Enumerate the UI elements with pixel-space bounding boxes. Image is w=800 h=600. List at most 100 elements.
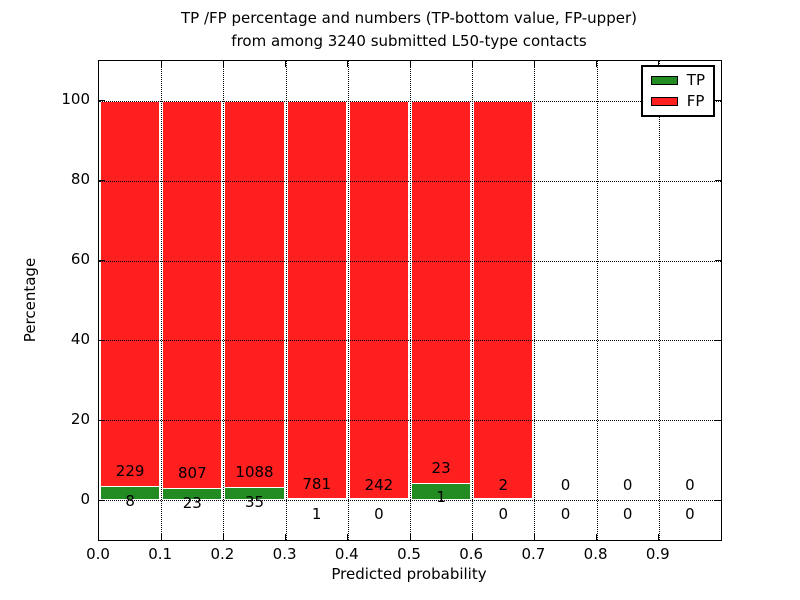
x-tick-mark <box>471 61 473 67</box>
fp-count-label: 2 <box>498 475 509 494</box>
y-tick-mark <box>715 419 721 421</box>
tp-count-label: 8 <box>125 491 135 510</box>
x-tick-mark <box>409 534 411 540</box>
fp-count-label: 23 <box>431 458 451 477</box>
x-tick-label: 0.5 <box>397 545 421 563</box>
bar-group <box>162 100 223 501</box>
x-tick-mark <box>471 534 473 540</box>
tp-count-label: 0 <box>374 505 384 524</box>
fp-count-label: 0 <box>560 475 571 494</box>
gridline-vertical <box>534 61 536 540</box>
gridline-vertical <box>223 61 225 540</box>
fp-count-label: 229 <box>115 462 145 481</box>
x-tick-mark <box>160 534 162 540</box>
tp-bar-segment <box>474 498 533 500</box>
bar-group <box>473 100 534 501</box>
bar-group <box>100 100 161 501</box>
x-tick-label: 0.4 <box>334 545 359 563</box>
fp-count-label: 0 <box>685 475 695 494</box>
x-tick-label: 0.8 <box>583 545 608 563</box>
y-tick-mark <box>99 180 105 182</box>
x-tick-label: 0.7 <box>521 545 546 563</box>
gridline-vertical <box>285 61 287 540</box>
fp-count-label: 1088 <box>235 463 274 482</box>
x-tick-mark <box>160 61 162 67</box>
tp-bar-segment <box>225 486 284 500</box>
x-axis-label: Predicted probability <box>331 565 487 583</box>
x-tick-mark <box>409 61 411 67</box>
gridline-vertical <box>596 61 598 540</box>
x-tick-mark <box>285 61 287 67</box>
y-tick-label: 0 <box>80 489 90 508</box>
x-tick-label: 0.6 <box>459 545 484 563</box>
x-tick-mark <box>658 534 660 540</box>
bar-group <box>348 100 409 501</box>
y-tick-mark <box>715 499 721 501</box>
y-tick-label: 80 <box>70 170 90 189</box>
y-tick-label: 100 <box>61 90 90 109</box>
y-tick-mark <box>99 499 105 501</box>
x-tick-mark <box>658 61 660 67</box>
legend-entry: TP <box>650 71 705 89</box>
x-tick-mark <box>222 534 224 540</box>
x-tick-label: 0.9 <box>645 545 670 563</box>
y-tick-mark <box>715 260 721 262</box>
x-tick-label: 0.0 <box>86 545 110 563</box>
chart-title: TP /FP percentage and numbers (TP-bottom… <box>98 7 720 53</box>
fp-count-label: 807 <box>177 464 207 483</box>
chart-title-line2: from among 3240 submitted L50-type conta… <box>231 32 587 50</box>
gridline-vertical <box>347 61 349 540</box>
y-tick-label: 60 <box>70 250 90 269</box>
y-tick-mark <box>715 100 721 102</box>
x-tick-mark <box>596 534 598 540</box>
plot-area: TP FP 229 8 807 23 1088 35 781 1 242 0 23 1 2 0 0 0 0 0 0 0 <box>98 60 722 541</box>
y-tick-mark <box>99 100 105 102</box>
fp-count-label: 242 <box>364 475 394 494</box>
legend-entry: FP <box>650 92 705 110</box>
legend-label-tp: TP <box>686 71 705 89</box>
tp-count-label: 0 <box>685 505 695 524</box>
tp-bar-segment <box>163 488 222 500</box>
x-tick-label: 0.2 <box>210 545 235 563</box>
y-tick-mark <box>99 260 105 262</box>
x-tick-label: 0.1 <box>148 545 173 563</box>
tp-count-label: 1 <box>311 504 322 523</box>
y-tick-mark <box>99 419 105 421</box>
tp-bar-segment <box>412 482 471 500</box>
x-tick-mark <box>533 534 535 540</box>
y-tick-mark <box>715 180 721 182</box>
tp-bar-segment <box>101 485 160 500</box>
x-tick-mark <box>533 61 535 67</box>
bar-group <box>411 100 472 501</box>
x-tick-mark <box>222 61 224 67</box>
y-tick-mark <box>99 339 105 341</box>
tp-count-label: 0 <box>560 505 571 524</box>
x-tick-mark <box>347 534 349 540</box>
tp-count-label: 35 <box>244 492 265 511</box>
fp-count-label: 0 <box>622 475 633 494</box>
legend-swatch-fp <box>650 97 678 106</box>
x-tick-mark <box>347 61 349 67</box>
y-tick-label: 20 <box>70 409 90 428</box>
y-tick-label: 40 <box>70 329 90 348</box>
gridline-vertical <box>410 61 411 540</box>
gridline-vertical <box>161 61 163 540</box>
tp-bar-segment <box>349 498 408 500</box>
tp-count-label: 1 <box>436 488 446 507</box>
y-axis-label: Percentage <box>21 257 39 343</box>
gridline-vertical <box>472 61 474 540</box>
tp-count-label: 0 <box>622 505 633 524</box>
x-tick-label: 0.3 <box>272 545 297 563</box>
tp-count-label: 23 <box>182 493 202 512</box>
chart-title-line1: TP /FP percentage and numbers (TP-bottom… <box>181 9 637 27</box>
bar-group <box>224 100 285 501</box>
tp-bar-segment <box>287 498 346 500</box>
tp-count-label: 0 <box>498 505 509 524</box>
legend: TP FP <box>640 65 715 117</box>
gridline-vertical <box>658 61 660 540</box>
x-tick-mark <box>596 61 598 67</box>
y-tick-mark <box>715 339 721 341</box>
fp-count-label: 781 <box>302 475 332 493</box>
legend-label-fp: FP <box>686 92 705 110</box>
